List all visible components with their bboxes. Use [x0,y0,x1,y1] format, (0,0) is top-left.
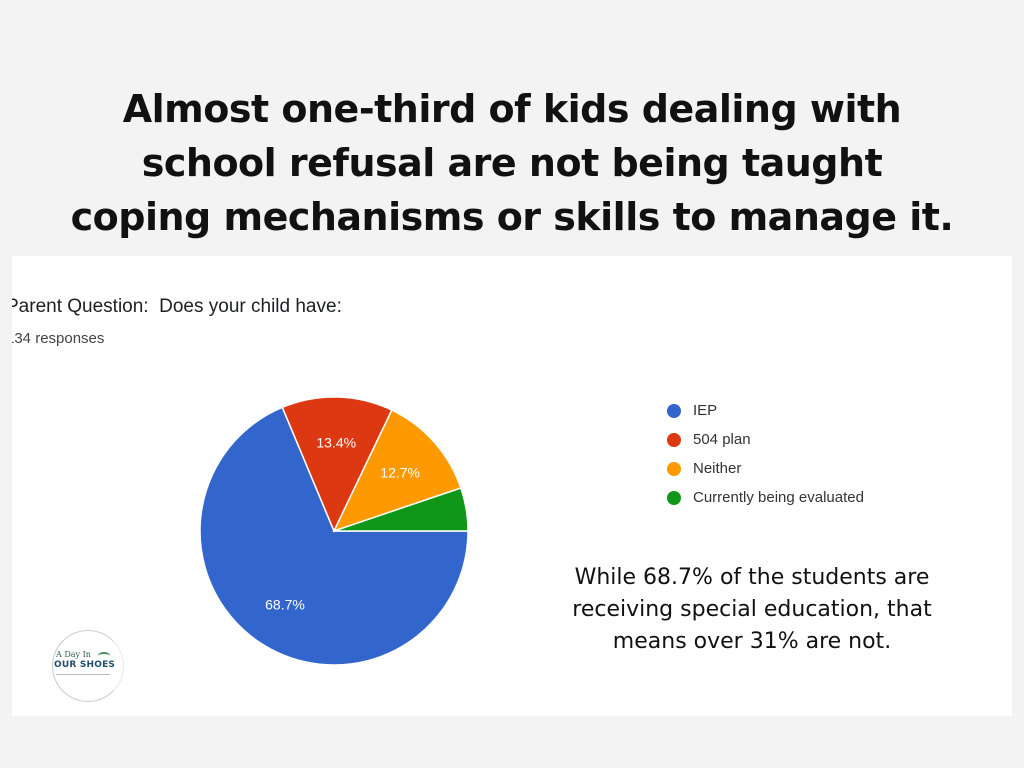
logo-ring [52,630,124,702]
headline-line-3: coping mechanisms or skills to manage it… [70,195,954,239]
pie-slice-504-plan[interactable] [281,396,393,533]
legend-label-iep: IEP [693,402,718,419]
headline-line-2: school refusal are not being taught [141,141,883,185]
pie-label-iep: 68.7% [265,597,305,613]
logo-main-text: OUR SHOES [54,660,116,670]
chart-subtitle: 134 responses [12,330,105,347]
legend-item-504-plan[interactable]: 504 plan [667,425,864,454]
legend-label-being-evaluated: Currently being evaluated [693,489,864,506]
logo-top-text: A Day In [56,650,91,659]
legend-label-504-plan: 504 plan [693,431,751,448]
logo-shoe-icon [98,652,110,660]
brand-logo: A Day In OUR SHOES [48,628,128,708]
legend-swatch-being-evaluated [667,490,681,505]
pie-chart: 68.7% 13.4% 12.7% [199,396,469,666]
headline: Almost one-third of kids dealing with sc… [0,82,1024,244]
summary-note-line-1: While 68.7% of the students are [574,565,930,590]
summary-note-line-2: receiving special education, that [572,597,932,622]
pie-slice-iep[interactable] [199,406,469,666]
summary-note-line-3: means over 31% are not. [612,629,892,654]
pie-slice-neither[interactable] [332,409,462,533]
logo-underline [56,674,110,675]
legend-swatch-504-plan [667,432,681,447]
legend-item-being-evaluated[interactable]: Currently being evaluated [667,483,864,512]
legend-swatch-iep [667,403,681,418]
headline-line-1: Almost one-third of kids dealing with [122,87,902,131]
summary-note: While 68.7% of the students are receivin… [532,562,972,658]
chart-title: Parent Question: Does your child have: [12,296,342,317]
pie-slice-being-evaluated[interactable] [333,487,469,532]
chart-card: Parent Question: Does your child have: 1… [12,256,1012,716]
legend-item-iep[interactable]: IEP [667,396,864,425]
pie-label-neither: 12.7% [380,464,420,480]
legend-swatch-neither [667,461,681,476]
legend-label-neither: Neither [693,460,742,477]
pie-label-504-plan: 13.4% [316,435,356,451]
chart-legend: IEP 504 plan Neither Currently being eva… [667,396,864,512]
legend-item-neither[interactable]: Neither [667,454,864,483]
